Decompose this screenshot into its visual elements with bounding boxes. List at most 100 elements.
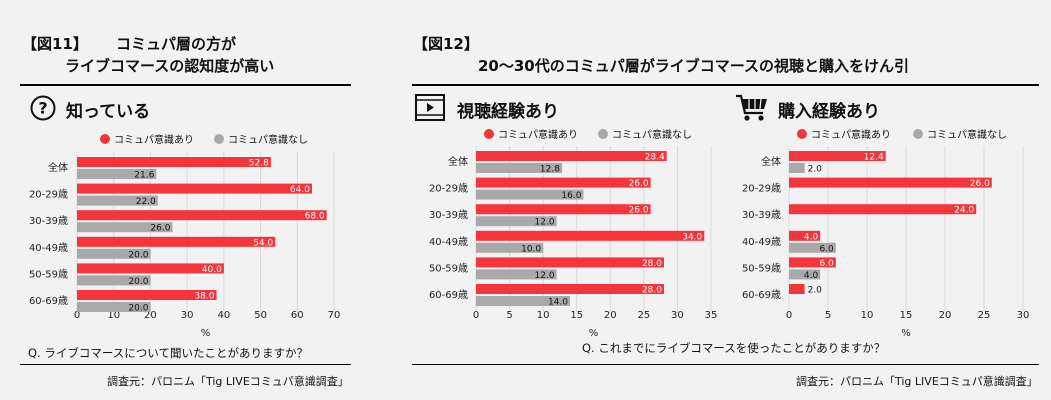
chart3-bar-red [789, 177, 992, 188]
chart2-bar-red [476, 257, 664, 268]
chart1-legend-gray-label: コミュパ意識なし [228, 135, 308, 146]
chart3-legend-gray-label: コミュパ意識なし [927, 130, 1007, 141]
chart3-x-tick-label: 10 [861, 310, 874, 321]
chart1-bar-red [77, 210, 327, 221]
chart2-legend-gray-label: コミュパ意識なし [612, 130, 692, 141]
chart1-x-axis-label: % [201, 328, 211, 339]
chart1-bar-red [77, 263, 224, 274]
fig11-title-line1: コミュパ層の方が [116, 35, 237, 53]
chart2-data-label: 26.0 [629, 206, 649, 216]
fig11-label: 【図11】 [22, 35, 88, 53]
chart3-data-label: 6.0 [819, 259, 834, 269]
chart3-x-axis-label: % [901, 328, 911, 339]
fig12-title: 20〜30代のコミュパ層がライブコマースの視聴と購入をけん引 [478, 57, 910, 75]
chart2-data-label: 12.0 [535, 218, 555, 228]
fig11-top-divider [20, 84, 351, 86]
chart1-bar-gray [77, 169, 157, 179]
chart2-bar-red [476, 204, 651, 215]
chart3-bar-red [789, 151, 886, 161]
chart3-x-tick-label: 25 [978, 310, 991, 321]
chart3-category-label: 30-39歳 [742, 209, 781, 221]
chart3-bar-gray [789, 269, 821, 280]
chart2-x-tick-label: 30 [671, 310, 684, 321]
chart1-data-label: 38.0 [194, 292, 214, 302]
chart2-data-label: 10.0 [521, 244, 541, 254]
fig12-top-divider [412, 84, 1039, 86]
question-circle-icon: ? [30, 95, 56, 121]
chart1-bar-red [77, 157, 271, 167]
chart3-section-title: 購入経験あり [778, 102, 880, 122]
chart2-data-label: 34.0 [682, 232, 702, 242]
chart1-x-tick-label: 0 [74, 310, 80, 321]
chart2-data-label: 28.4 [645, 153, 665, 163]
chart3-data-label: 24.0 [954, 206, 974, 216]
chart3-data-label: 2.0 [808, 165, 823, 175]
chart1-x-tick-label: 20 [144, 310, 157, 321]
chart1-x-tick-label: 70 [328, 310, 341, 321]
gray-legend-dot [598, 128, 608, 139]
chart1-category-label: 30-39歳 [29, 215, 68, 227]
fig11-title-line2: ライブコマースの認知度が高い [65, 57, 275, 75]
fig12-label: 【図12】 [413, 35, 479, 53]
chart2-bar-gray [476, 163, 562, 173]
chart1-category-label: 20-29歳 [29, 189, 68, 201]
fig11-source: 調査元：パロニム「Tig LIVEコミュパ意識調査」 [107, 375, 349, 388]
chart3-data-label: 26.0 [970, 179, 990, 189]
chart2-category-label: 20-29歳 [429, 183, 468, 195]
chart1-bar-gray [77, 248, 151, 259]
chart2-x-tick-label: 0 [473, 310, 479, 321]
chart1-category-label: 50-59歳 [29, 268, 68, 280]
chart3-category-label: 20-29歳 [742, 183, 781, 195]
chart2-category-label: 30-39歳 [429, 209, 468, 221]
chart3-data-label: 2.0 [808, 286, 823, 296]
chart1-data-label: 26.0 [150, 224, 170, 234]
chart1-data-label: 20.0 [128, 277, 148, 287]
fig12-source: 調査元：パロニム「Tig LIVEコミュパ意識調査」 [796, 375, 1038, 388]
chart1-x-tick-label: 60 [291, 310, 304, 321]
chart3-data-label: 4.0 [804, 271, 819, 281]
chart3-data-label: 6.0 [819, 244, 834, 254]
chart2-x-tick-label: 5 [506, 310, 512, 321]
chart2-bar-gray [476, 296, 570, 306]
chart3-x-tick-label: 5 [825, 310, 831, 321]
chart1-legend-red: コミュパ意識あり [100, 131, 194, 146]
chart2-bar-gray [476, 242, 544, 253]
chart1-data-label: 54.0 [253, 238, 273, 248]
fig12-question: Q. これまでにライブコマースを使ったことがありますか？ [582, 341, 886, 355]
chart3-bar-gray [789, 163, 805, 173]
chart1-bar-red [77, 183, 312, 194]
gray-legend-dot [214, 133, 224, 144]
chart1-data-label: 22.0 [136, 197, 156, 207]
chart3-legend-red: コミュパ意識あり [797, 126, 891, 141]
chart1-bar-gray [77, 302, 151, 312]
chart1-bar-gray [77, 195, 158, 206]
chart2-data-label: 16.0 [561, 191, 581, 201]
chart2-bar-gray [476, 269, 557, 280]
chart3-x-tick-label: 0 [786, 310, 792, 321]
fig11-bottom-divider [20, 364, 351, 365]
chart1-data-label: 64.0 [290, 185, 310, 195]
chart2-data-label: 28.0 [642, 286, 662, 296]
svg-text:?: ? [38, 99, 47, 118]
chart1-data-label: 68.0 [305, 212, 325, 222]
chart3-data-label: 12.4 [864, 153, 884, 163]
chart1-x-tick-label: 30 [181, 310, 194, 321]
chart1-bar-red [77, 290, 217, 300]
chart1-x-tick-label: 50 [254, 310, 267, 321]
chart2-legend-red-label: コミュパ意識あり [498, 130, 578, 141]
red-legend-dot [797, 128, 807, 139]
chart1-data-label: 40.0 [202, 265, 222, 275]
chart1-data-label: 20.0 [128, 250, 148, 260]
chart3-category-label: 50-59歳 [742, 262, 781, 274]
chart1-legend-red-label: コミュパ意識あり [114, 135, 194, 146]
chart2-data-label: 12.8 [540, 165, 560, 175]
chart3-bar-gray [789, 242, 836, 253]
chart2-data-label: 28.0 [642, 259, 662, 269]
chart1-legend-gray: コミュパ意識なし [214, 131, 308, 146]
chart1-section-title: 知っている [66, 102, 151, 122]
chart2-x-tick-label: 25 [637, 310, 650, 321]
chart2-category-label: 全体 [448, 155, 468, 168]
red-legend-dot [484, 128, 494, 139]
chart2-section-title: 視聴経験あり [457, 102, 559, 122]
chart1-category-label: 全体 [48, 161, 68, 174]
